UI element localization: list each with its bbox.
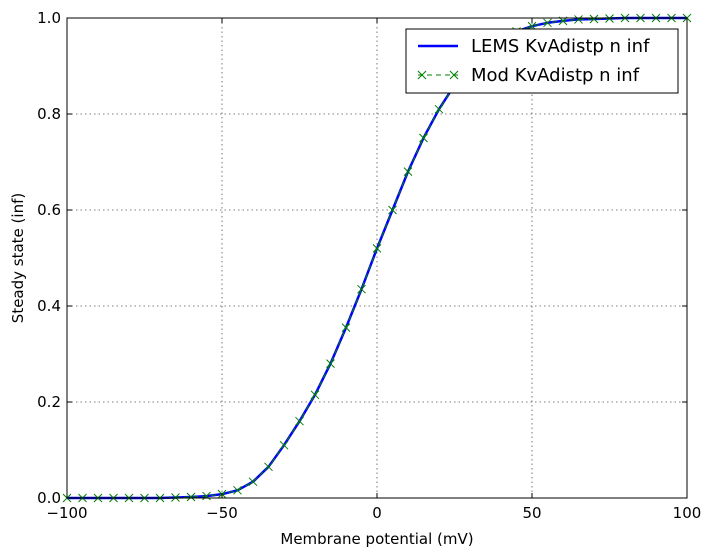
series-marker-mod	[202, 491, 211, 501]
series-marker-mod	[233, 485, 242, 495]
y-tick-label: 1.0	[37, 9, 61, 27]
series-marker-mod	[543, 18, 552, 28]
series-marker-mod	[589, 14, 599, 24]
x-tick-label: 50	[522, 504, 541, 522]
x-tick-label: −100	[46, 504, 87, 522]
ticks: −100 −50 0 50 100 0.0 0.2 0.4 0.6 0.8 1.0	[37, 9, 701, 522]
legend-box	[405, 28, 679, 94]
legend-swatch-mod	[417, 70, 459, 80]
series-marker-mod	[295, 416, 304, 426]
series-marker-mod	[372, 244, 382, 253]
series-marker-mod	[419, 133, 428, 143]
y-axis-label: Steady state (inf)	[9, 193, 27, 323]
x-tick-label: 100	[673, 504, 702, 522]
legend-label-lems: LEMS KvAdistp n inf	[471, 36, 650, 57]
series-marker-mod	[434, 104, 444, 114]
series-marker-mod	[357, 284, 366, 294]
y-tick-label: 0.0	[37, 489, 61, 507]
series-marker-mod	[248, 477, 258, 487]
legend: LEMS KvAdistp n inf Mod KvAdistp n inf	[405, 28, 679, 94]
y-tick-label: 0.4	[37, 297, 61, 315]
grid	[67, 18, 687, 498]
y-tick-label: 0.8	[37, 105, 61, 123]
x-axis-label: Membrane potential (mV)	[280, 530, 473, 548]
series-marker-mod	[341, 323, 351, 332]
series-marker-mod	[388, 205, 397, 215]
series-marker-mod	[279, 440, 289, 450]
series-marker-mod	[310, 390, 320, 400]
x-tick-label: 0	[372, 504, 382, 522]
x-tick-label: −50	[206, 504, 238, 522]
series-marker-mod	[326, 359, 335, 368]
legend-swatch-marker	[417, 70, 427, 80]
series-marker-mod	[403, 167, 413, 176]
series-marker-mod	[264, 462, 273, 472]
series-marker-mod	[186, 492, 196, 502]
legend-swatch-marker	[449, 70, 459, 80]
y-tick-label: 0.2	[37, 393, 61, 411]
series-marker-mod	[574, 15, 583, 24]
y-tick-label: 0.6	[37, 201, 61, 219]
legend-label-mod: Mod KvAdistp n inf	[471, 65, 640, 86]
